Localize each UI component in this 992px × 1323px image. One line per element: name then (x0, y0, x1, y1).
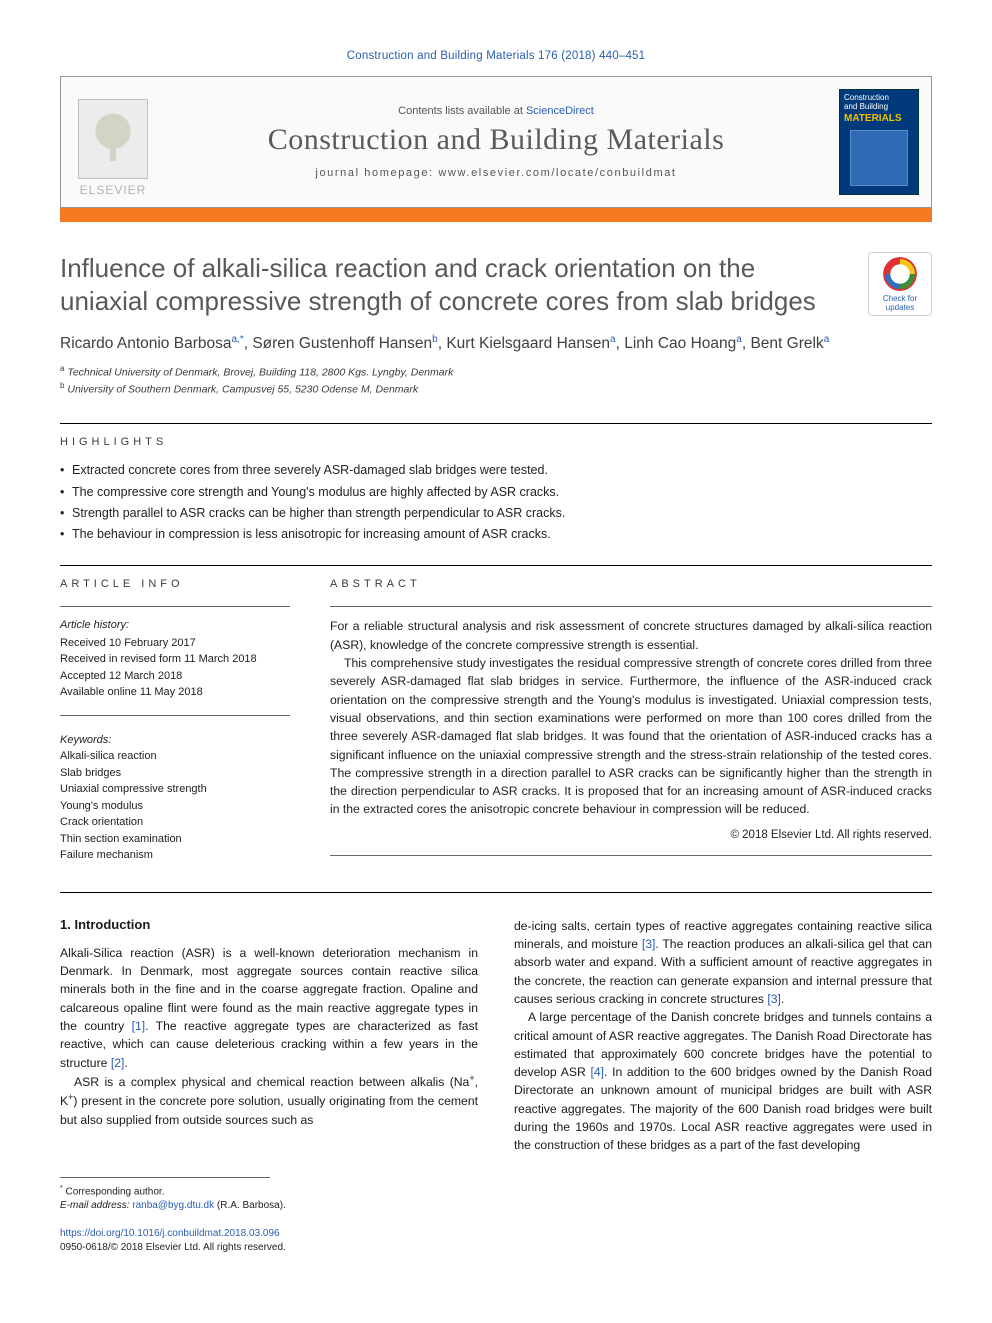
rule (60, 565, 932, 566)
history-item: Available online 11 May 2018 (60, 684, 290, 701)
rule (60, 423, 932, 424)
rule (60, 715, 290, 716)
email-link[interactable]: ranba@byg.dtu.dk (132, 1200, 214, 1211)
sciencedirect-link[interactable]: ScienceDirect (526, 105, 594, 117)
article-info-label: ARTICLE INFO (60, 578, 290, 590)
cover-line3: MATERIALS (844, 113, 914, 124)
elsevier-tree-icon (78, 99, 148, 179)
doi-link[interactable]: https://doi.org/10.1016/j.conbuildmat.20… (60, 1228, 280, 1239)
footnote-rule (60, 1177, 270, 1178)
keyword: Slab bridges (60, 765, 290, 782)
updates-badge-label: Check for updates (869, 294, 931, 312)
body-paragraph: ASR is a complex physical and chemical r… (60, 1072, 478, 1129)
history-item: Received in revised form 11 March 2018 (60, 651, 290, 668)
citation-line: Construction and Building Materials 176 … (60, 50, 932, 62)
journal-name: Construction and Building Materials (153, 123, 839, 157)
rule (60, 892, 932, 893)
author: Kurt Kielsgaard Hansena (446, 335, 615, 352)
author: Linh Cao Hoanga (624, 335, 742, 352)
authors-line: Ricardo Antonio Barbosaa,*, Søren Gusten… (60, 333, 932, 355)
citation-ref[interactable]: [2] (111, 1056, 125, 1070)
issn-copyright: 0950-0618/© 2018 Elsevier Ltd. All right… (60, 1241, 932, 1255)
highlights-label: HIGHLIGHTS (60, 436, 932, 448)
email-label: E-mail address: (60, 1200, 129, 1211)
keyword: Uniaxial compressive strength (60, 781, 290, 798)
body-paragraph: Alkali-Silica reaction (ASR) is a well-k… (60, 944, 478, 1072)
homepage-line: journal homepage: www.elsevier.com/locat… (153, 167, 839, 179)
history-item: Received 10 February 2017 (60, 635, 290, 652)
highlights-list: Extracted concrete cores from three seve… (60, 460, 932, 545)
elsevier-wordmark: ELSEVIER (80, 183, 147, 197)
highlight-item: Extracted concrete cores from three seve… (60, 460, 932, 481)
affiliation: a Technical University of Denmark, Brove… (60, 363, 932, 380)
homepage-url: www.elsevier.com/locate/conbuildmat (438, 167, 676, 179)
history-item: Accepted 12 March 2018 (60, 668, 290, 685)
title-block: Influence of alkali-silica reaction and … (60, 252, 932, 317)
journal-header: ELSEVIER Contents lists available at Sci… (60, 76, 932, 208)
affiliation: b University of Southern Denmark, Campus… (60, 380, 932, 397)
cover-image-placeholder (850, 130, 908, 186)
crossmark-icon (883, 257, 917, 291)
highlight-item: The behaviour in compression is less ani… (60, 524, 932, 545)
page: Construction and Building Materials 176 … (0, 0, 992, 1295)
rule (330, 855, 932, 856)
corr-author-label: * * Corresponding author.Corresponding a… (60, 1184, 932, 1199)
elsevier-logo: ELSEVIER (73, 87, 153, 197)
highlights-section: HIGHLIGHTS Extracted concrete cores from… (60, 436, 932, 545)
citation-ref[interactable]: [3] (767, 992, 781, 1006)
rule (60, 606, 290, 607)
citation-ref[interactable]: [1] (132, 1019, 146, 1033)
author: Søren Gustenhoff Hansenb (252, 335, 437, 352)
highlight-item: Strength parallel to ASR cracks can be h… (60, 503, 932, 524)
abstract-paragraph: For a reliable structural analysis and r… (330, 617, 932, 654)
article-history-label: Article history: (60, 617, 290, 634)
rule (330, 606, 932, 607)
body-paragraph: de-icing salts, certain types of reactiv… (514, 917, 932, 1008)
keyword: Crack orientation (60, 814, 290, 831)
contents-available-line: Contents lists available at ScienceDirec… (153, 105, 839, 117)
keyword: Failure mechanism (60, 847, 290, 864)
contents-prefix: Contents lists available at (398, 105, 526, 117)
abstract-label: ABSTRACT (330, 578, 932, 590)
accent-bar (60, 208, 932, 222)
citation-ref[interactable]: [4] (590, 1065, 604, 1079)
abstract-column: ABSTRACT For a reliable structural analy… (330, 578, 932, 865)
body-columns: 1. Introduction Alkali-Silica reaction (… (60, 917, 932, 1155)
keyword: Thin section examination (60, 831, 290, 848)
abstract-paragraph: This comprehensive study investigates th… (330, 654, 932, 819)
email-who: (R.A. Barbosa). (217, 1200, 286, 1211)
check-updates-badge[interactable]: Check for updates (868, 252, 932, 316)
journal-cover-thumbnail: Construction and Building MATERIALS (839, 89, 919, 195)
doi-block: https://doi.org/10.1016/j.conbuildmat.20… (60, 1227, 932, 1255)
section-heading: 1. Introduction (60, 917, 478, 932)
keyword: Alkali-silica reaction (60, 748, 290, 765)
copyright-line: © 2018 Elsevier Ltd. All rights reserved… (330, 829, 932, 841)
affiliations: a Technical University of Denmark, Brove… (60, 363, 932, 397)
citation-ref[interactable]: [3] (642, 937, 656, 951)
abstract-text: For a reliable structural analysis and r… (330, 617, 932, 818)
cover-line2: and Building (844, 103, 914, 112)
email-line: E-mail address: ranba@byg.dtu.dk (R.A. B… (60, 1199, 932, 1213)
header-center: Contents lists available at ScienceDirec… (153, 105, 839, 179)
info-abstract-row: ARTICLE INFO Article history: Received 1… (60, 578, 932, 865)
keywords-label: Keywords: (60, 732, 290, 749)
body-paragraph: A large percentage of the Danish concret… (514, 1008, 932, 1154)
article-info-column: ARTICLE INFO Article history: Received 1… (60, 578, 290, 865)
article-title: Influence of alkali-silica reaction and … (60, 252, 868, 317)
homepage-prefix: journal homepage: (315, 167, 438, 179)
author: Ricardo Antonio Barbosaa,* (60, 335, 244, 352)
highlight-item: The compressive core strength and Young'… (60, 482, 932, 503)
article-history: Article history: Received 10 February 20… (60, 617, 290, 864)
corresponding-author-note: * * Corresponding author.Corresponding a… (60, 1184, 932, 1213)
author: Bent Grelka (750, 335, 829, 352)
keyword: Young's modulus (60, 798, 290, 815)
